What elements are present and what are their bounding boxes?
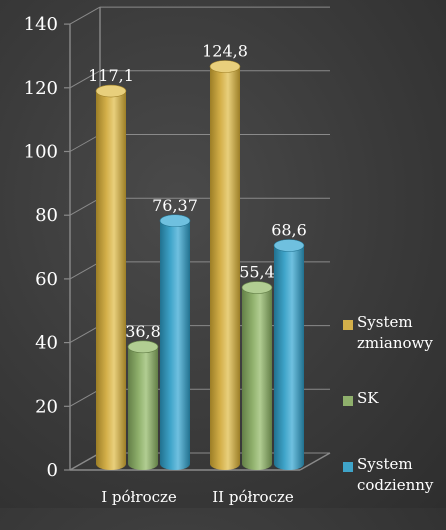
bar-top	[241, 281, 273, 294]
floor-right-edge	[299, 452, 331, 471]
bar-top	[159, 214, 191, 228]
y-tick-label: 60	[35, 269, 58, 290]
legend-item-system-zmianowy: System zmianowy	[343, 312, 446, 358]
bar-body	[274, 245, 304, 470]
bar-body	[242, 287, 272, 470]
bar-system-codzienny-2	[273, 239, 305, 470]
legend-label-sk: SK	[357, 388, 446, 409]
legend: System zmianowy SK System codzienny	[343, 312, 446, 530]
bar-system-zmianowy-1	[95, 84, 127, 470]
gridline-depth	[69, 261, 101, 280]
gridline-depth	[69, 134, 101, 152]
legend-label-line: zmianowy	[357, 334, 433, 352]
legend-label-line: codzienny	[357, 476, 434, 494]
y-tick-label: 20	[35, 396, 58, 417]
gridline-depth	[69, 325, 101, 344]
legend-label-system-zmianowy: System zmianowy	[357, 312, 446, 354]
y-tick-label: 80	[35, 205, 58, 226]
data-label-system-zmianowy-1: 117,1	[88, 66, 134, 85]
data-label-system-codzienny-1: 76,37	[152, 196, 198, 215]
gridline-depth	[69, 70, 101, 89]
bar-chart: 0 20 40 60 80 100 120 140 117,1 36,8 76,37 124,8 55…	[24, 6, 331, 506]
legend-label-line: System	[357, 313, 413, 331]
x-category-label: I półrocze	[101, 488, 177, 506]
bar-top	[95, 84, 127, 98]
legend-label-line: SK	[357, 389, 379, 407]
y-tick-label: 100	[24, 142, 58, 163]
data-label-sk-2: 55,4	[239, 263, 275, 282]
y-tick-label: 0	[47, 460, 58, 481]
bar-top	[209, 60, 241, 73]
legend-swatch-system-zmianowy	[343, 320, 353, 330]
x-axis-categories: I półrocze II półrocze	[101, 488, 294, 506]
gridline-depth	[69, 197, 101, 216]
legend-item-system-codzienny: System codzienny	[343, 454, 446, 500]
gridline-depth	[69, 6, 101, 25]
data-label-system-zmianowy-2: 124,8	[202, 42, 248, 61]
bar-body	[160, 220, 190, 470]
bar-system-zmianowy-2	[209, 60, 241, 470]
gridline-depth	[69, 388, 101, 407]
bar-body	[128, 346, 158, 470]
bar-top	[127, 340, 159, 354]
y-tick-label: 140	[24, 14, 58, 35]
bar-sk-1	[127, 340, 159, 470]
bar-body	[210, 66, 240, 470]
bar-body	[96, 91, 126, 470]
data-labels: 117,1 36,8 76,37 124,8 55,4 68,6	[88, 42, 307, 341]
legend-swatch-sk	[343, 396, 353, 406]
legend-item-sk: SK	[343, 388, 446, 412]
bar-system-codzienny-1	[159, 214, 191, 470]
bars	[95, 60, 305, 470]
y-tick-label: 40	[35, 333, 58, 354]
y-tick-label: 120	[24, 78, 58, 99]
legend-label-system-codzienny: System codzienny	[357, 454, 446, 496]
data-label-system-codzienny-2: 68,6	[271, 221, 307, 240]
bar-top	[273, 239, 305, 252]
y-axis-ticks: 0 20 40 60 80 100 120 140	[24, 14, 58, 481]
data-label-sk-1: 36,8	[125, 322, 161, 341]
legend-swatch-system-codzienny	[343, 462, 353, 472]
x-category-label: II półrocze	[212, 488, 294, 506]
legend-label-line: System	[357, 455, 413, 473]
bar-sk-2	[241, 281, 273, 470]
gridline-depth	[69, 452, 101, 471]
